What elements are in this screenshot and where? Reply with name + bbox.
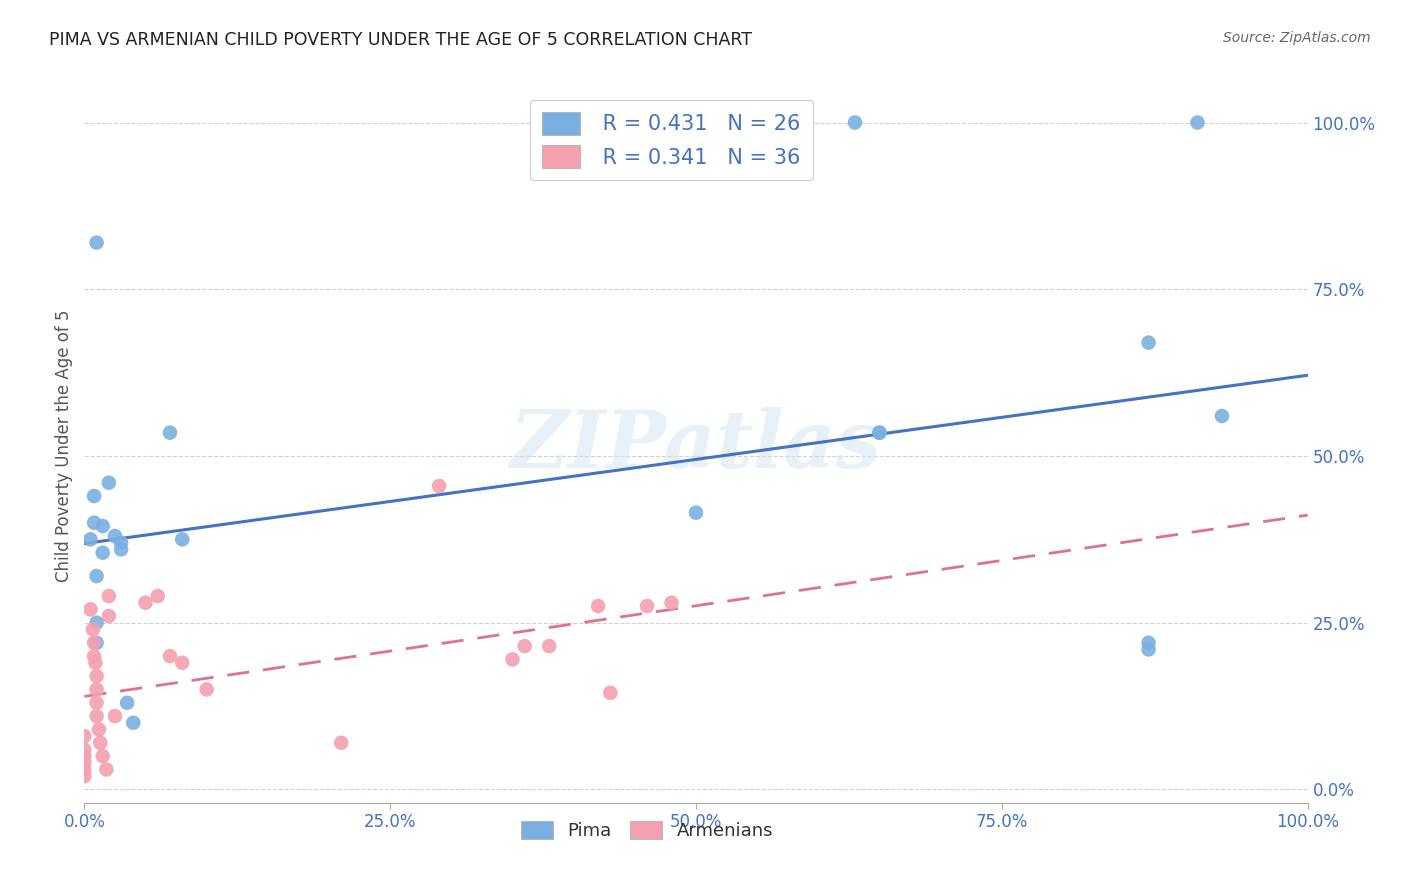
Text: PIMA VS ARMENIAN CHILD POVERTY UNDER THE AGE OF 5 CORRELATION CHART: PIMA VS ARMENIAN CHILD POVERTY UNDER THE… xyxy=(49,31,752,49)
Point xyxy=(172,533,194,547)
Point xyxy=(87,723,110,737)
Point xyxy=(86,696,108,710)
Point xyxy=(73,763,96,777)
Point xyxy=(513,639,536,653)
Point xyxy=(86,569,108,583)
Point xyxy=(869,425,891,440)
Point xyxy=(91,546,114,560)
Point xyxy=(869,425,891,440)
Text: Source: ZipAtlas.com: Source: ZipAtlas.com xyxy=(1223,31,1371,45)
Point xyxy=(502,652,524,666)
Point xyxy=(110,542,132,557)
Point xyxy=(97,609,120,624)
Point xyxy=(84,656,107,670)
Point xyxy=(172,656,194,670)
Point xyxy=(538,639,561,653)
Point xyxy=(86,709,108,723)
Point xyxy=(86,682,108,697)
Point xyxy=(122,715,145,730)
Point xyxy=(636,599,658,613)
Point xyxy=(1137,335,1160,350)
Point xyxy=(135,596,157,610)
Point xyxy=(83,516,105,530)
Point xyxy=(73,756,96,770)
Point xyxy=(91,749,114,764)
Point xyxy=(427,479,450,493)
Point xyxy=(115,696,138,710)
Point xyxy=(97,475,120,490)
Point xyxy=(82,623,104,637)
Point xyxy=(330,736,353,750)
Point xyxy=(96,763,118,777)
Point xyxy=(661,596,683,610)
Point xyxy=(89,736,111,750)
Point xyxy=(146,589,169,603)
Text: ZIPatlas: ZIPatlas xyxy=(510,408,882,484)
Legend: Pima, Armenians: Pima, Armenians xyxy=(513,814,780,847)
Point xyxy=(599,686,621,700)
Point xyxy=(1187,115,1209,129)
Point xyxy=(86,235,108,250)
Point xyxy=(86,636,108,650)
Point xyxy=(83,636,105,650)
Point xyxy=(83,489,105,503)
Point xyxy=(79,533,101,547)
Point xyxy=(195,682,218,697)
Point xyxy=(73,742,96,756)
Point xyxy=(91,519,114,533)
Point xyxy=(97,589,120,603)
Point xyxy=(110,535,132,549)
Point xyxy=(1137,636,1160,650)
Y-axis label: Child Poverty Under the Age of 5: Child Poverty Under the Age of 5 xyxy=(55,310,73,582)
Point xyxy=(1211,409,1233,423)
Point xyxy=(73,729,96,743)
Point xyxy=(586,599,609,613)
Point xyxy=(79,602,101,616)
Point xyxy=(104,529,127,543)
Point xyxy=(86,669,108,683)
Point xyxy=(86,615,108,630)
Point xyxy=(685,506,707,520)
Point xyxy=(73,769,96,783)
Point xyxy=(1137,642,1160,657)
Point xyxy=(83,649,105,664)
Point xyxy=(844,115,866,129)
Point xyxy=(159,649,181,664)
Point xyxy=(159,425,181,440)
Point xyxy=(73,749,96,764)
Point xyxy=(104,709,127,723)
